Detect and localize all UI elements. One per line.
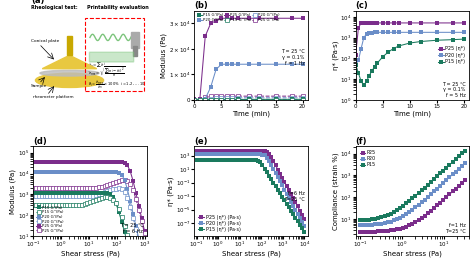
Text: (f): (f) [356,137,367,146]
Y-axis label: η* (Pa·s): η* (Pa·s) [168,176,174,206]
Y-axis label: Modulus (Pa): Modulus (Pa) [161,33,167,78]
Legend: P15 G'(Pa), P20 G'(Pa), P25 G'(Pa), P15 G''(Pa), P20 G''(Pa), P25 G''(Pa): P15 G'(Pa), P20 G'(Pa), P25 G'(Pa), P15 … [196,12,280,23]
Text: h: h [136,44,139,49]
Polygon shape [42,55,97,69]
Legend: P25 (η*), P20 (η*), P15 (η*): P25 (η*), P20 (η*), P15 (η*) [437,45,467,66]
Text: $\delta_i = \dfrac{\bar{e}_{rms}}{\bar{e}_n}\times100\%\ \ i=1,2,...10$: $\delta_i = \dfrac{\bar{e}_{rms}}{\bar{e… [88,79,146,91]
Text: T = 25 °C
f = 6 Hz: T = 25 °C f = 6 Hz [119,223,143,234]
Text: f=1 Hz
T=25 °C: f=1 Hz T=25 °C [445,223,466,234]
Bar [133,46,137,56]
Y-axis label: η* (Pa·s): η* (Pa·s) [332,41,339,70]
Text: (a): (a) [31,0,45,6]
X-axis label: Shear stress (Pa): Shear stress (Pa) [61,251,119,257]
Bar [67,36,73,55]
Text: (d): (d) [33,137,47,146]
Text: (e): (e) [194,137,208,146]
X-axis label: Shear stress (Pa): Shear stress (Pa) [222,251,281,257]
Text: T = 25 °C
γ = 0.1%
f = 1 Hz: T = 25 °C γ = 0.1% f = 1 Hz [281,49,305,66]
Text: (b): (b) [194,1,208,10]
Bar [131,32,139,48]
FancyBboxPatch shape [90,52,134,62]
Y-axis label: Modulus (Pa): Modulus (Pa) [10,169,16,214]
X-axis label: Shear stress (Pa): Shear stress (Pa) [383,251,442,257]
Text: $\bar{e}_n = \sum \bar{e}^i$: $\bar{e}_n = \sum \bar{e}^i$ [88,60,106,70]
Text: T = 25 °C
γ = 0.1%
f = 5 Hz: T = 25 °C γ = 0.1% f = 5 Hz [442,82,466,98]
Ellipse shape [40,70,99,76]
X-axis label: Time (min): Time (min) [393,111,431,117]
X-axis label: Time (min): Time (min) [232,111,270,117]
Text: P: P [136,33,139,38]
Y-axis label: Compliance (strain %): Compliance (strain %) [332,152,339,230]
Ellipse shape [36,73,104,87]
Text: f=6 Hz
T=25 °C: f=6 Hz T=25 °C [284,191,305,202]
Text: Conical plate: Conical plate [31,39,59,43]
Text: rheometer platform: rheometer platform [33,95,74,99]
Text: (c): (c) [356,1,368,10]
Legend: P25, P20, P15: P25, P20, P15 [358,149,377,169]
Text: Sample: Sample [31,83,47,87]
Text: Rheological test:: Rheological test: [31,5,78,10]
Legend: P25 (η*) (Pa·s), P20 (η*) (Pa·s), P15 (η*) (Pa·s): P25 (η*) (Pa·s), P20 (η*) (Pa·s), P15 (η… [197,214,242,233]
Text: Printability evaluation: Printability evaluation [87,5,148,10]
Legend: P15 G'(Pa), P15 G''(Pa), P20 G'(Pa), P20 G''(Pa), P25 G'(Pa), P25 G''(Pa): P15 G'(Pa), P15 G''(Pa), P20 G'(Pa), P20… [35,205,64,234]
Text: $\bar{e}_{rms} = \sqrt{\dfrac{\sum(n_i-\bar{n}_i)^2}{n}}$: $\bar{e}_{rms} = \sqrt{\dfrac{\sum(n_i-\… [88,65,126,79]
